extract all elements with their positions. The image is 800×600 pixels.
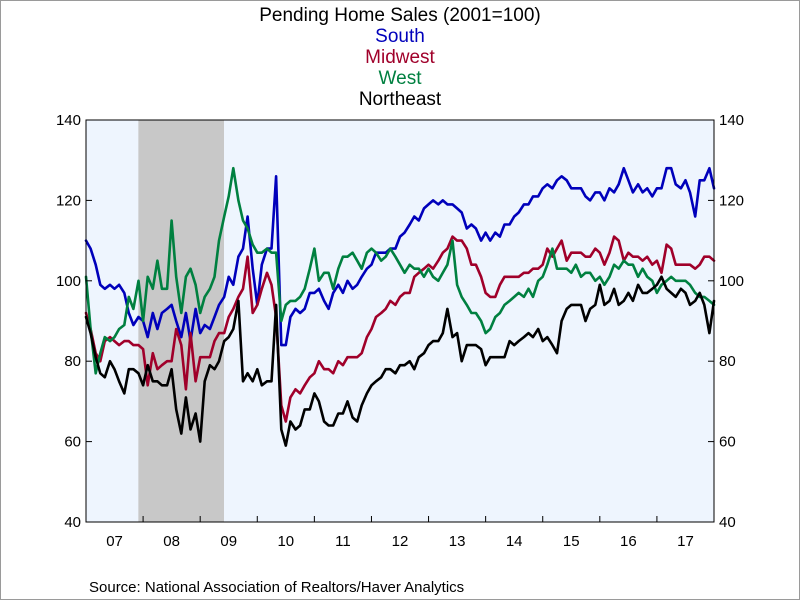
y-tick-label-left: 60 (64, 434, 81, 451)
x-tick-label: 11 (335, 533, 351, 550)
x-tick-label: 16 (620, 533, 637, 550)
series-line-west (84, 166, 716, 375)
axes-layer: 40 40 60 60 80 80 100 100 120 120 140 140 07 08 09 10 11… (56, 112, 744, 550)
x-tick-label: 14 (506, 533, 523, 550)
legend-south: South (375, 26, 425, 47)
recession-shading (138, 120, 224, 522)
series-line-midwest (84, 235, 716, 423)
x-tick-label: 15 (563, 533, 580, 550)
legend-west: West (379, 68, 423, 89)
x-tick-label: 09 (220, 533, 237, 550)
x-tick-label: 10 (277, 533, 294, 550)
chart-title: Pending Home Sales (2001=100) (259, 5, 541, 26)
y-tick-label-right: 60 (719, 434, 736, 451)
y-tick-label-left: 140 (56, 112, 81, 129)
source-note: Source: National Association of Realtors… (89, 579, 464, 596)
y-tick-label-right: 100 (719, 273, 744, 290)
x-tick-label: 17 (677, 533, 694, 550)
legend-northeast: Northeast (359, 89, 442, 110)
x-tick-label: 12 (392, 533, 409, 550)
y-tick-label-right: 40 (719, 514, 736, 531)
x-tick-label: 07 (106, 533, 123, 550)
y-tick-label-right: 80 (719, 353, 736, 370)
series-layer (84, 166, 716, 447)
plot-border (85, 119, 715, 523)
y-tick-label-left: 120 (56, 192, 81, 209)
y-tick-label-right: 140 (719, 112, 744, 129)
x-tick-label: 08 (163, 533, 180, 550)
legend-midwest: Midwest (365, 47, 435, 68)
y-tick-label-left: 80 (64, 353, 81, 370)
y-tick-label-left: 100 (56, 273, 81, 290)
y-tick-label-right: 120 (719, 192, 744, 209)
title-block: Pending Home Sales (2001=100) South Midw… (259, 5, 541, 110)
x-tick-label: 13 (449, 533, 466, 550)
series-line-northeast (84, 275, 716, 447)
y-tick-label-left: 40 (64, 514, 81, 531)
